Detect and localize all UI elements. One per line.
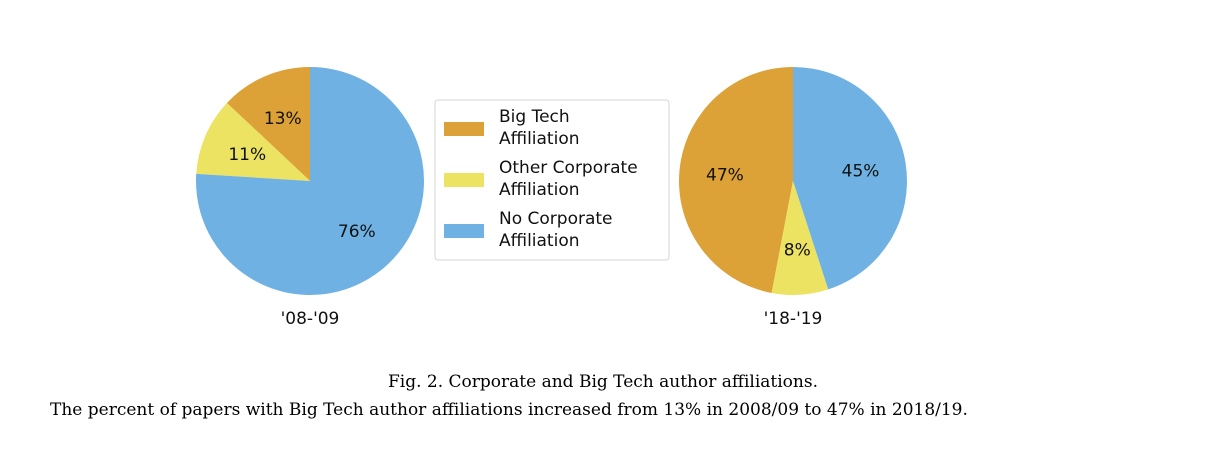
legend-label: Big Tech — [499, 107, 570, 127]
legend-swatch — [444, 224, 484, 238]
legend-box — [434, 99, 670, 261]
pie-1-label-1: 13% — [264, 109, 302, 129]
legend-label: Other Corporate — [499, 158, 638, 178]
pie-2-slice-2 — [771, 181, 829, 296]
figure-caption-text: The percent of papers with Big Tech auth… — [50, 400, 968, 420]
legend-swatch — [444, 173, 484, 187]
legend-label: Affiliation — [499, 180, 580, 200]
pie-2-label-1: 47% — [706, 166, 744, 186]
legend-label: Affiliation — [499, 129, 580, 149]
legend-swatch — [444, 122, 484, 136]
pie-1-slice-2 — [196, 102, 310, 181]
figure-caption-title: Fig. 2. Corporate and Big Tech author af… — [388, 372, 818, 392]
pie-2-slice-3 — [793, 67, 908, 290]
pie-1-slice-1 — [226, 67, 310, 181]
pie-2-slice-1 — [678, 67, 793, 293]
pie-1-label-3: 76% — [338, 222, 376, 242]
pie-1-slice-3 — [196, 67, 424, 295]
pie-1-label-2: 11% — [228, 145, 266, 165]
pie-2-label-2: 8% — [784, 240, 811, 260]
pie-2-label-3: 45% — [842, 161, 880, 181]
legend-label: Affiliation — [499, 231, 580, 251]
pie-1-title: '08-'09 — [281, 309, 340, 329]
pie-2-title: '18-'19 — [764, 309, 823, 329]
legend-label: No Corporate — [499, 209, 613, 229]
